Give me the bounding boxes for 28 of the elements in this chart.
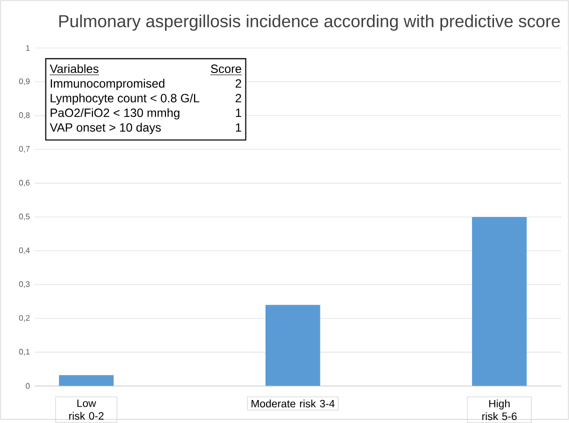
x-tick-label: High risk 5-6 — [482, 400, 517, 420]
y-tick-label: 1 — [26, 45, 30, 51]
annotation: Lymphocyte count < 0.8 G/L — [50, 94, 200, 105]
annotation: 1 — [236, 108, 242, 117]
annotation: 1 — [236, 123, 242, 132]
chart-title: Pulmonary aspergillosis incidence according with predictive score — [59, 14, 560, 31]
annotation: VAP onset > 10 days — [50, 122, 161, 134]
y-tick-label: 0,2 — [19, 315, 30, 322]
annotation: PaO2/FiO2 < 130 mmhg — [50, 108, 180, 120]
annotation: 2 — [236, 94, 242, 102]
y-tick-label: 0,6 — [19, 180, 30, 186]
bar — [58, 375, 114, 386]
y-tick-label: 0 — [26, 383, 30, 389]
y-tick-label: 0,5 — [19, 214, 30, 220]
annotation: Score — [210, 64, 242, 74]
y-tick-label: 0,9 — [19, 78, 30, 86]
bar — [472, 216, 527, 386]
annotation: 2 — [236, 79, 242, 88]
y-tick-label: 0,8 — [19, 112, 30, 119]
annotation: Immunocompromised — [50, 78, 164, 90]
x-tick-label: Moderate risk 3-4 — [252, 400, 335, 408]
x-tick-label: Low risk 0-2 — [69, 400, 104, 420]
annotation: Variables — [50, 64, 98, 74]
y-tick-label: 0,3 — [19, 281, 30, 288]
y-tick-label: 0,1 — [19, 348, 30, 356]
y-tick-label: 0,4 — [19, 247, 30, 254]
bar — [266, 304, 320, 386]
y-tick-label: 0,7 — [19, 146, 30, 153]
